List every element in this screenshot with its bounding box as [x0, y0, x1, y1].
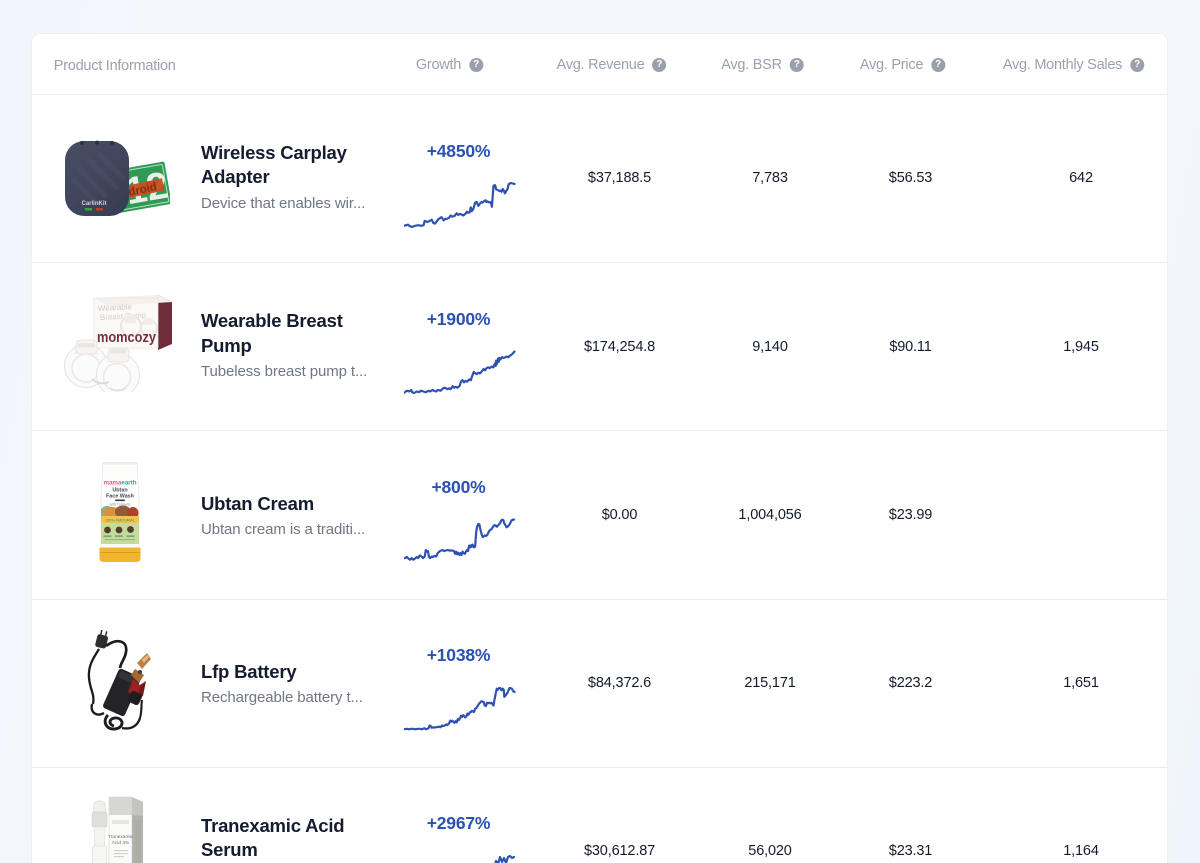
svg-text:mamaearth: mamaearth — [103, 480, 136, 487]
svg-text:Tranexamic: Tranexamic — [108, 834, 133, 840]
svg-text:CarlinKit: CarlinKit — [81, 201, 106, 207]
svg-text:Face Wash: Face Wash — [106, 494, 134, 500]
svg-text:Ubtan: Ubtan — [112, 488, 127, 494]
svg-text:Acid 3%: Acid 3% — [112, 840, 130, 846]
svg-text:with Turmeric: with Turmeric — [109, 503, 131, 507]
svg-text:momcozy: momcozy — [97, 329, 157, 346]
svg-text:Breast Pump: Breast Pump — [100, 311, 147, 322]
svg-text:Wearable: Wearable — [98, 302, 133, 313]
svg-text:100% NATURAL: 100% NATURAL — [105, 518, 136, 523]
